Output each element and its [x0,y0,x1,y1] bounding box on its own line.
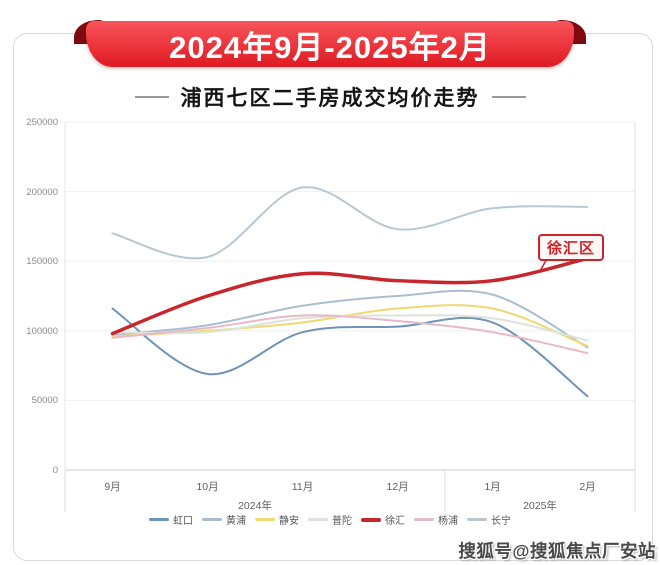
legend-marker-icon [255,518,275,521]
series-line-虹口 [111,307,589,398]
legend-label: 普陀 [332,516,352,527]
series-line-黄浦 [111,289,589,349]
legend-item-黄浦[interactable]: 黄浦 [202,512,246,527]
legend-marker-icon [149,518,169,521]
y-tick-label: 50000 [31,395,58,407]
title-dash-right [491,96,526,98]
x-tick-label: 12月 [386,481,409,493]
series-line-静安 [111,304,589,348]
title-dash-left [134,96,169,98]
y-tick-label: 150000 [26,256,58,268]
banner-ribbon: 2024年9月-2025年2月 [86,21,574,67]
legend-item-长宁[interactable]: 长宁 [467,512,511,527]
legend-item-普陀[interactable]: 普陀 [308,512,352,527]
legend-item-虹口[interactable]: 虹口 [149,512,193,527]
y-tick-label: 100000 [26,325,58,337]
chart-title-row: 浦西七区二手房成交均价走势 [0,82,660,112]
x-tick-label: 1月 [484,481,501,493]
legend-marker-icon [202,518,222,521]
series-line-徐汇 [110,256,590,336]
watermark: 搜狐号@搜狐焦点厂安站 [458,541,656,561]
xuhui-annotation-label: 徐汇区 [547,240,596,257]
y-tick-label: 200000 [26,186,58,198]
x-tick-label: 11月 [291,481,314,493]
legend-label: 徐汇 [385,516,405,527]
series-line-杨浦 [111,314,589,355]
legend-label: 虹口 [173,516,193,527]
series-line-普陀 [111,314,589,342]
legend-marker-icon [414,518,434,521]
x-tick-label: 10月 [196,481,219,493]
content-card [13,33,653,561]
legend-item-徐汇[interactable]: 徐汇 [361,512,405,527]
chart-title: 浦西七区二手房成交均价走势 [180,87,480,110]
legend-marker-icon [467,518,487,521]
x-tick-label: 2月 [579,481,596,493]
legend-item-静安[interactable]: 静安 [255,512,299,527]
legend-label: 杨浦 [438,516,458,527]
y-tick-label: 0 [52,465,58,476]
legend-label: 黄浦 [226,516,246,527]
x-axis-year-label: 2024年 [238,500,272,512]
x-axis-year-label: 2025年 [523,500,557,512]
y-tick-label: 250000 [26,117,58,128]
legend-label: 长宁 [491,516,511,527]
legend-marker-icon [361,517,381,522]
chart-legend: 虹口 黄浦 静安 普陀 徐汇 杨浦 长宁 [0,512,660,527]
banner-title: 2024年9月-2025年2月 [169,29,491,65]
legend-marker-icon [308,518,328,521]
legend-item-杨浦[interactable]: 杨浦 [414,512,458,527]
x-tick-label: 9月 [104,481,121,493]
xuhui-annotation: 徐汇区 [538,234,605,261]
series-line-长宁 [111,186,589,260]
legend-label: 静安 [279,516,299,527]
